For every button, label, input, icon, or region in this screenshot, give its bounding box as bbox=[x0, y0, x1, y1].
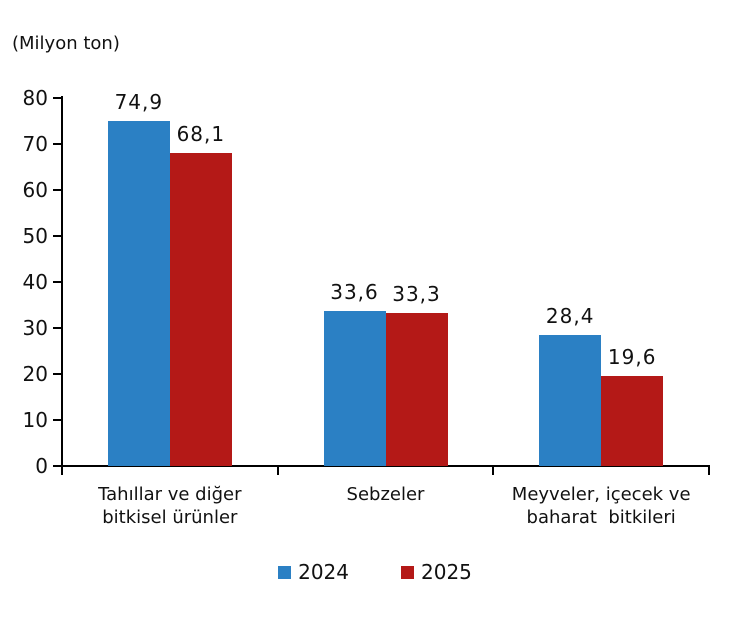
bar-2025-cat0 bbox=[169, 152, 232, 466]
y-tickmark bbox=[53, 281, 62, 283]
y-tickmark bbox=[53, 465, 62, 467]
legend-label-2025: 2025 bbox=[421, 560, 472, 584]
legend: 2024 2025 bbox=[0, 560, 750, 584]
y-tickmark bbox=[53, 189, 62, 191]
y-tick-label: 70 bbox=[22, 132, 48, 156]
y-tick-label: 50 bbox=[22, 224, 48, 248]
bar-value-label-2025-cat0: 68,1 bbox=[176, 121, 226, 146]
y-axis-line bbox=[61, 96, 63, 468]
bar-value-label-2024-cat0: 74,9 bbox=[114, 90, 164, 115]
y-tickmark bbox=[53, 419, 62, 421]
y-tick-label: 10 bbox=[22, 408, 48, 432]
y-tick-label: 60 bbox=[22, 178, 48, 202]
unit-label: (Milyon ton) bbox=[12, 33, 120, 54]
legend-swatch-2025 bbox=[401, 565, 414, 579]
legend-swatch-2024 bbox=[278, 565, 292, 579]
y-tick-label: 0 bbox=[35, 454, 48, 478]
x-axis-line bbox=[55, 465, 710, 467]
bar-value-label-2024-cat1: 33,6 bbox=[330, 280, 379, 305]
legend-item-2025: 2025 bbox=[401, 560, 472, 584]
y-tick-label: 40 bbox=[22, 270, 48, 294]
x-tickmark bbox=[492, 466, 495, 475]
category-label-0: Tahıllar ve diğer bitkisel ürünler bbox=[98, 484, 242, 528]
bar-2025-cat1 bbox=[385, 312, 448, 466]
bar-2024-cat2 bbox=[539, 335, 602, 466]
x-tickmark bbox=[61, 466, 63, 475]
bar-2025-cat2 bbox=[601, 375, 664, 466]
legend-label-2024: 2024 bbox=[298, 560, 349, 584]
y-tickmark bbox=[53, 97, 62, 99]
legend-item-2024: 2024 bbox=[278, 560, 349, 584]
y-tickmark bbox=[53, 143, 62, 145]
y-tick-label: 80 bbox=[22, 86, 48, 110]
x-tickmark bbox=[708, 466, 710, 475]
y-tickmark bbox=[53, 327, 62, 329]
y-tick-label: 20 bbox=[22, 362, 48, 386]
bar-2024-cat0 bbox=[107, 121, 170, 466]
bar-value-label-2025-cat1: 33,3 bbox=[392, 281, 441, 306]
y-tickmark bbox=[53, 235, 62, 237]
category-label-1: Sebzeler bbox=[346, 484, 425, 505]
bar-value-label-2025-cat2: 19,6 bbox=[607, 344, 657, 369]
bar-2024-cat1 bbox=[323, 311, 386, 466]
x-tickmark bbox=[276, 466, 279, 475]
y-tickmark bbox=[53, 373, 62, 375]
y-tick-label: 30 bbox=[22, 316, 48, 340]
bar-value-label-2024-cat2: 28,4 bbox=[545, 304, 595, 329]
category-label-2: Meyveler, içecek ve baharat bitkileri bbox=[511, 484, 691, 528]
